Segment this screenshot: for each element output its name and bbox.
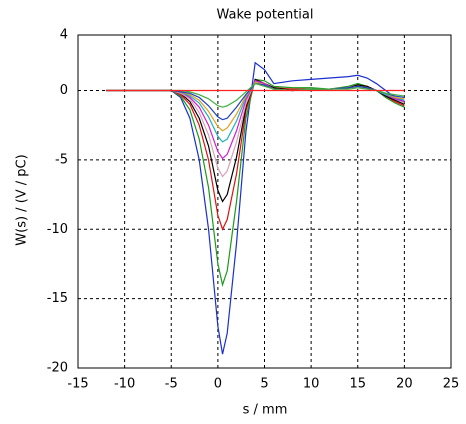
series-line [105,82,405,108]
x-tick-label: -10 [114,377,135,392]
series-line [105,82,405,121]
series-line [105,78,405,203]
y-tick-label: 0 [60,83,68,98]
series-line [105,80,405,178]
x-tick-label: 0 [214,377,222,392]
x-tick-label: 10 [303,377,320,392]
series-line [105,78,405,231]
x-tick-label: 25 [443,377,460,392]
series-line [105,81,405,132]
y-tick-label: -5 [55,152,68,167]
y-axis-label: W(s) / (V / pC) [15,154,30,245]
x-tick-label: 15 [349,377,366,392]
series-line [105,81,405,143]
chart-title: Wake potential [216,8,313,23]
y-tick-label: -15 [47,291,68,306]
x-tick-label: -5 [165,377,178,392]
y-tick-label: -10 [47,222,68,237]
x-tick-label: 20 [396,377,413,392]
series-line [105,61,405,355]
series-line [105,80,405,160]
y-tick-label: 4 [60,28,68,43]
x-tick-label: 5 [260,377,268,392]
x-axis-label: s / mm [243,403,288,418]
plot-frame [77,34,452,369]
x-tick-label: -15 [67,377,88,392]
y-tick-label: -20 [47,361,68,376]
series-line [105,78,405,287]
